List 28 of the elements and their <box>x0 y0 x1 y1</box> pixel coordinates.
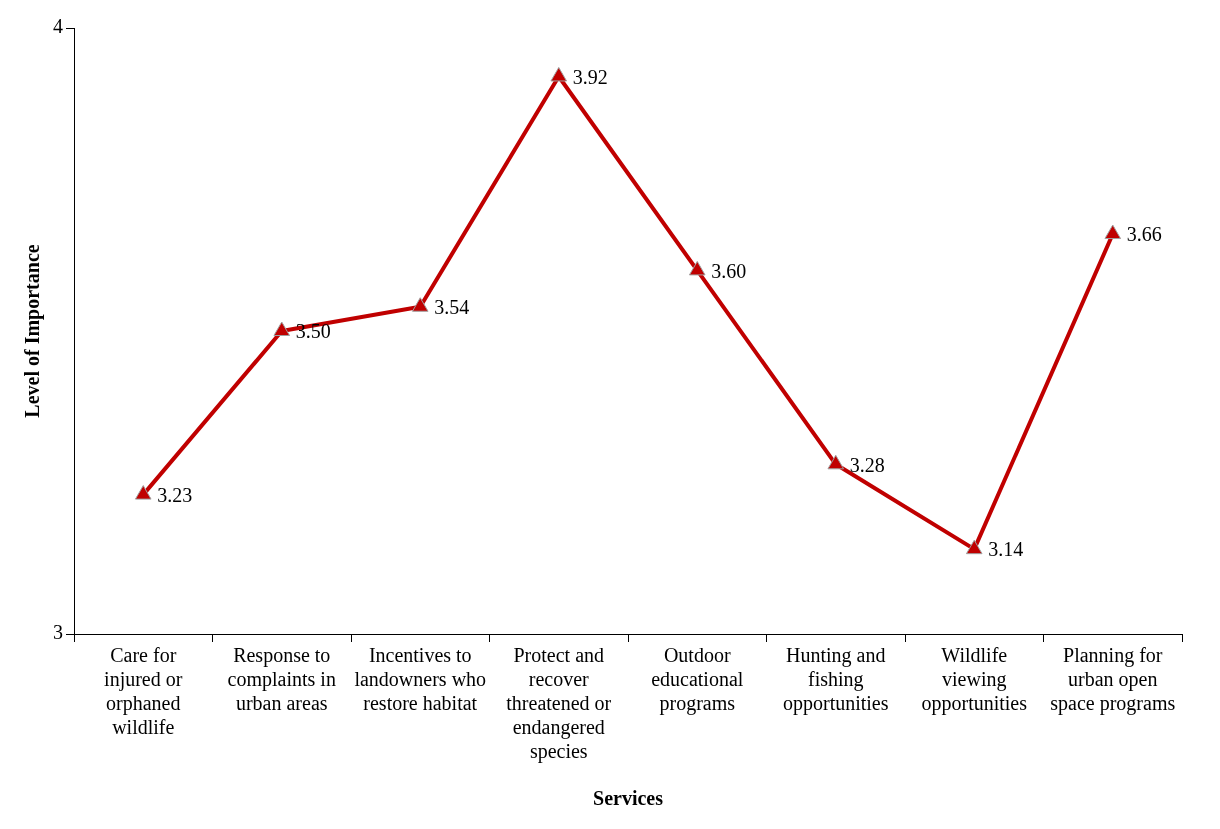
point <box>965 539 983 555</box>
y-tick-label: 4 <box>53 15 63 38</box>
data-label: 3.28 <box>849 453 885 476</box>
point <box>134 485 152 500</box>
point <box>550 66 568 82</box>
y-axis-title: Level of Importance <box>21 244 45 418</box>
x-tick-label: Protect and recover threatened or endangered species <box>506 644 612 764</box>
point <box>827 454 845 470</box>
data-label: 3.54 <box>434 296 470 319</box>
x-tick-label: Wildlife viewing opportunities <box>921 644 1028 716</box>
point <box>688 260 706 276</box>
point <box>273 321 291 336</box>
x-tick-label: Incentives to landowners who restore habitat <box>354 644 487 715</box>
x-tick-label: Care for injured or orphaned wildlife <box>104 644 183 739</box>
data-label: 3.66 <box>1126 223 1162 246</box>
data-label: 3.23 <box>157 483 193 506</box>
x-tick-label: Hunting and fishing opportunities <box>782 644 889 716</box>
point <box>1104 224 1122 240</box>
data-label: 3.60 <box>711 259 747 282</box>
x-tick-label: Outdoor educational programs <box>651 644 744 716</box>
data-label: 3.50 <box>295 320 331 343</box>
data-label: 3.92 <box>572 65 608 88</box>
x-tick-label: Response to complaints in urban areas <box>227 644 336 715</box>
x-axis-title: Services <box>593 787 664 810</box>
point <box>411 297 429 312</box>
y-tick-label: 3 <box>53 621 63 644</box>
x-tick-label: Planning for urban open space programs <box>1050 644 1176 716</box>
data-label: 3.14 <box>988 538 1024 561</box>
